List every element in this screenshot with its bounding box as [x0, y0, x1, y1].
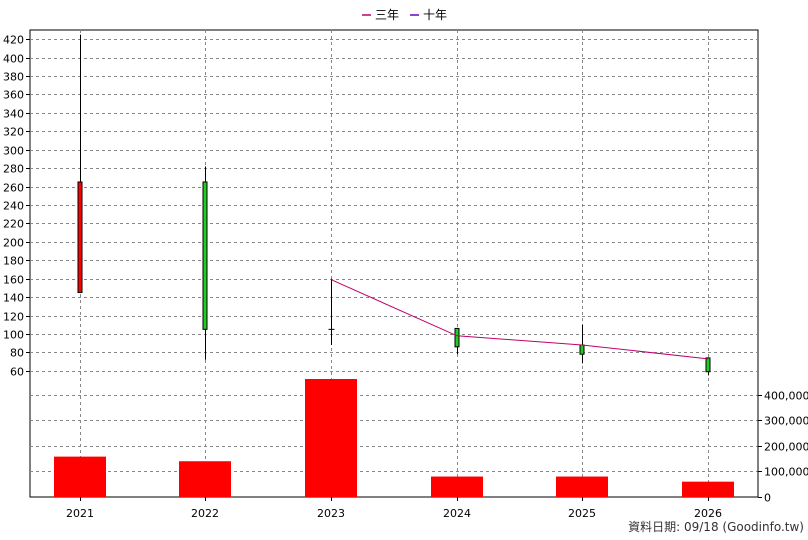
- volume-tick-label: 200,000: [764, 441, 808, 454]
- volume-bar: [179, 461, 231, 497]
- volume-bar: [305, 379, 357, 497]
- price-tick-label: 100: [3, 329, 24, 342]
- price-tick-label: 140: [3, 292, 24, 305]
- footer-source-label: 資料日期: 09/18 (Goodinfo.tw): [628, 520, 804, 534]
- price-panel: 60 80 100 120 140 160 180 200 220 240 260 280 300 320…: [3, 29, 759, 498]
- candle-body: [454, 327, 460, 348]
- legend-label: 十年: [423, 8, 447, 22]
- price-tick-label: 380: [3, 71, 24, 84]
- x-tick-label: 2022: [191, 507, 219, 520]
- x-tick-label: 2024: [443, 507, 471, 520]
- price-tick-label: 220: [3, 218, 24, 231]
- volume-tick-label: 100,000: [764, 466, 808, 479]
- price-tick-label: 180: [3, 255, 24, 268]
- price-tick-label: 260: [3, 182, 24, 195]
- legend-label: 三年: [375, 8, 399, 22]
- candle-body: [705, 357, 711, 373]
- x-tick-label: 2025: [568, 507, 596, 520]
- price-tick-label: 240: [3, 200, 24, 213]
- price-tick-label: 120: [3, 311, 24, 324]
- candle-body: [579, 344, 585, 355]
- price-tick-label: 360: [3, 89, 24, 102]
- volume-bar: [682, 481, 734, 497]
- volume-bar: [431, 476, 483, 497]
- price-tick-label: 280: [3, 163, 24, 176]
- price-tick-label: 400: [3, 53, 24, 66]
- price-tick-label: 320: [3, 126, 24, 139]
- x-tick-label: 2026: [694, 507, 722, 520]
- price-tick-label: 60: [10, 366, 24, 379]
- volume-tick-label: 300,000: [764, 415, 808, 428]
- x-tick-label: 2021: [66, 507, 94, 520]
- x-tick-label: 2023: [317, 507, 345, 520]
- candle-body: [202, 181, 208, 330]
- plot-frame: [29, 29, 759, 498]
- line-series: [330, 279, 709, 360]
- x-axis: 2021 2022 2023 2024 2025 2026: [66, 497, 722, 520]
- price-tick-label: 340: [3, 108, 24, 121]
- price-tick-label: 80: [10, 347, 24, 360]
- volume-bar: [54, 456, 106, 497]
- price-tick-label: 300: [3, 145, 24, 158]
- volume-tick-label: 0: [764, 492, 771, 505]
- volume-tick-label: 400,000: [764, 390, 808, 403]
- legend: 三年 十年: [362, 8, 447, 22]
- volume-bar: [556, 476, 608, 497]
- candle-body: [77, 181, 83, 293]
- price-tick-label: 420: [3, 34, 24, 47]
- price-tick-label: 200: [3, 237, 24, 250]
- price-tick-label: 160: [3, 274, 24, 287]
- volume-panel: 0 100,000 200,000 300,000 400,000: [30, 379, 808, 505]
